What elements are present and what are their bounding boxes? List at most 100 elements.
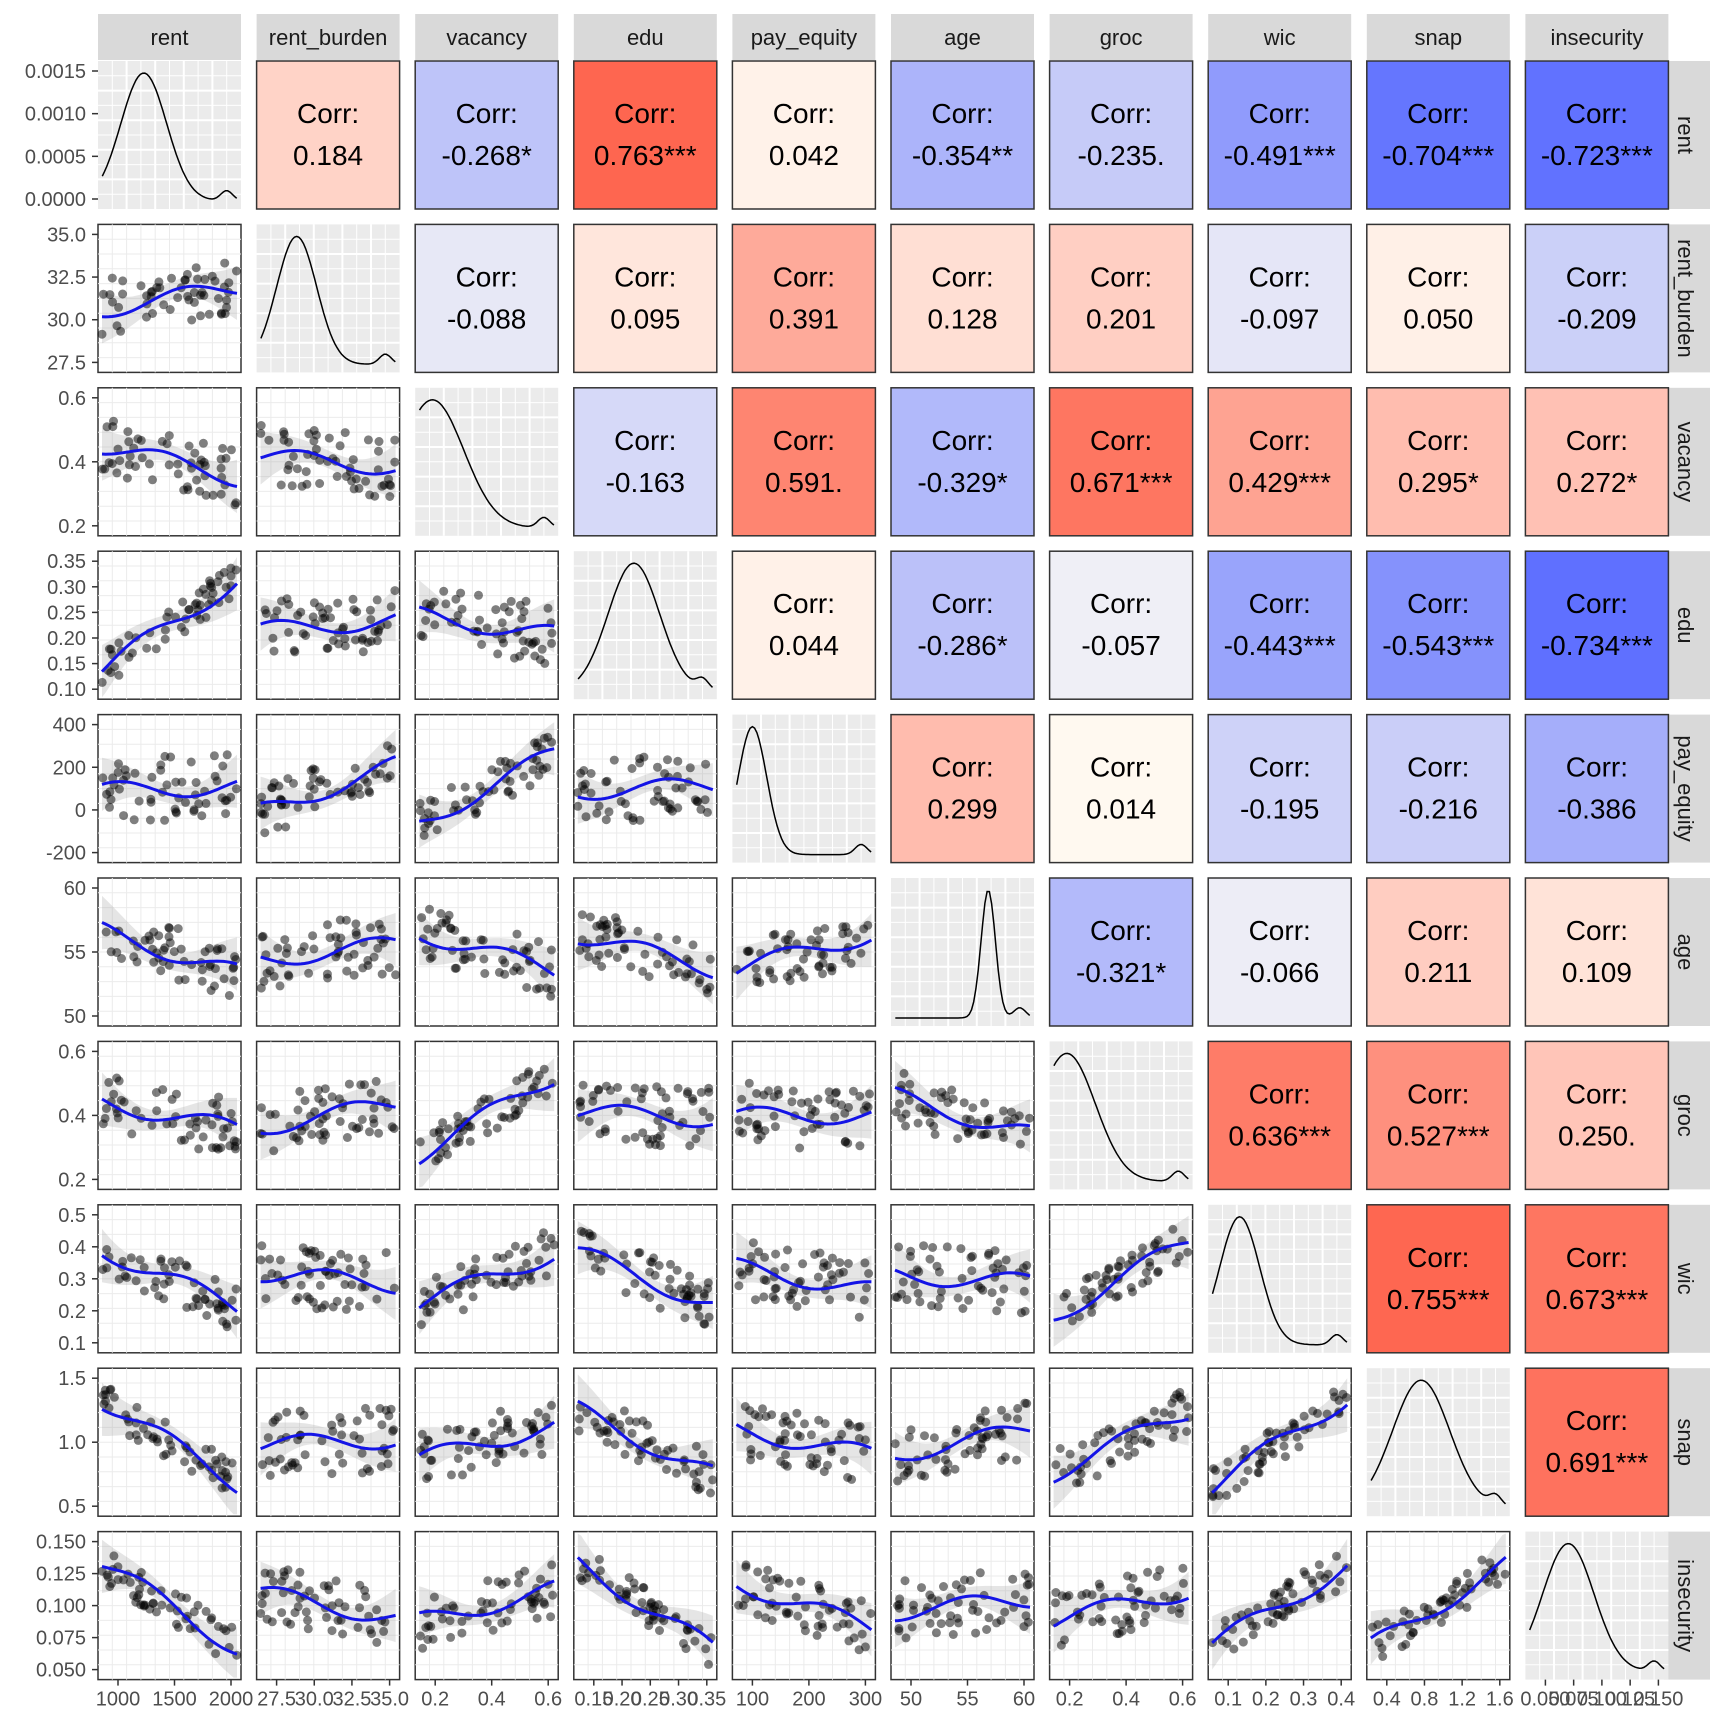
data-point — [217, 1483, 227, 1493]
data-point — [1138, 1243, 1147, 1253]
data-point — [741, 1594, 750, 1604]
data-point — [695, 1483, 705, 1493]
data-point — [925, 1618, 935, 1628]
data-point — [896, 1460, 906, 1470]
data-point — [679, 1638, 688, 1648]
data-point — [363, 955, 373, 965]
data-point — [221, 582, 231, 592]
data-point — [191, 263, 201, 273]
confidence-band — [895, 1060, 1030, 1153]
data-point — [423, 1435, 433, 1445]
data-point — [135, 1584, 144, 1594]
data-point — [230, 500, 240, 510]
data-point — [231, 784, 241, 794]
row-label-rent_burden: rent_burden — [1673, 239, 1698, 358]
data-point — [455, 1424, 465, 1434]
panel-age-edu — [573, 877, 718, 1027]
y-tick-label: 0.30 — [47, 577, 86, 599]
data-point — [1279, 1612, 1289, 1622]
data-point — [144, 459, 154, 469]
x-tick-label: 0.150 — [1633, 1689, 1683, 1711]
corr-label: Corr: — [773, 261, 835, 292]
data-point — [327, 1601, 337, 1611]
data-point — [336, 1249, 346, 1259]
data-point — [458, 936, 468, 946]
data-point — [661, 1093, 671, 1103]
data-point — [627, 1428, 637, 1438]
data-point — [151, 1088, 161, 1097]
data-point — [814, 1611, 824, 1620]
data-point — [1320, 1573, 1330, 1583]
data-point — [184, 441, 194, 451]
corr-label: Corr: — [931, 752, 993, 783]
data-point — [907, 1622, 917, 1632]
data-point — [685, 1141, 695, 1151]
x-tick-label: 300 — [849, 1689, 882, 1711]
data-point — [1268, 1618, 1278, 1628]
data-point — [1232, 1483, 1242, 1493]
data-point — [491, 1458, 501, 1468]
data-point — [580, 779, 590, 789]
confidence-band — [102, 754, 237, 811]
data-point — [522, 1258, 531, 1268]
data-point — [167, 273, 176, 283]
data-point — [124, 437, 134, 447]
data-point — [431, 1156, 441, 1166]
data-point — [301, 631, 311, 640]
panel-vacancy-vacancy — [415, 387, 559, 536]
data-point — [611, 913, 620, 923]
smooth-line — [418, 1257, 556, 1310]
data-point — [701, 1644, 711, 1654]
data-point — [451, 594, 461, 604]
data-point — [106, 947, 116, 957]
data-point — [371, 769, 381, 779]
data-point — [1243, 1466, 1253, 1476]
data-point — [752, 1119, 762, 1129]
data-point — [1239, 1477, 1249, 1486]
data-point — [780, 1263, 790, 1272]
data-point — [1248, 1630, 1258, 1640]
smooth-line — [418, 605, 555, 636]
data-point — [333, 598, 343, 608]
data-point — [165, 305, 175, 314]
data-point — [283, 970, 293, 980]
data-point — [574, 1414, 584, 1424]
data-point — [753, 1610, 763, 1620]
data-point — [482, 1119, 492, 1129]
corr-value: -0.491*** — [1224, 140, 1336, 171]
data-point — [648, 1615, 658, 1625]
data-point — [415, 1631, 425, 1641]
data-point — [309, 944, 319, 954]
panel-rent-pay_equity: Corr:0.042 — [731, 60, 877, 210]
data-point — [643, 1134, 652, 1144]
data-point — [283, 774, 293, 784]
column-strip-wic — [1208, 14, 1352, 60]
corr-tile — [1366, 1204, 1511, 1354]
data-point — [191, 1293, 201, 1303]
data-point — [293, 1602, 303, 1612]
data-point — [708, 1475, 718, 1485]
data-point — [519, 1246, 529, 1256]
data-point — [499, 638, 508, 648]
data-point — [105, 1582, 115, 1591]
data-point — [649, 796, 659, 806]
data-point — [752, 977, 762, 987]
data-point — [951, 1428, 961, 1438]
data-point — [826, 1270, 836, 1280]
data-point — [372, 1637, 382, 1647]
data-point — [588, 1091, 598, 1100]
data-point — [280, 1280, 290, 1289]
data-point — [855, 1091, 865, 1101]
data-point — [355, 1603, 364, 1613]
data-point — [297, 481, 307, 491]
data-point — [1059, 1292, 1069, 1302]
data-point — [518, 636, 528, 646]
data-point — [206, 986, 216, 995]
data-point — [343, 1253, 353, 1263]
data-point — [415, 798, 425, 808]
data-point — [645, 1267, 655, 1277]
data-point — [263, 1433, 273, 1443]
data-point — [738, 1128, 748, 1138]
data-point — [197, 811, 207, 821]
